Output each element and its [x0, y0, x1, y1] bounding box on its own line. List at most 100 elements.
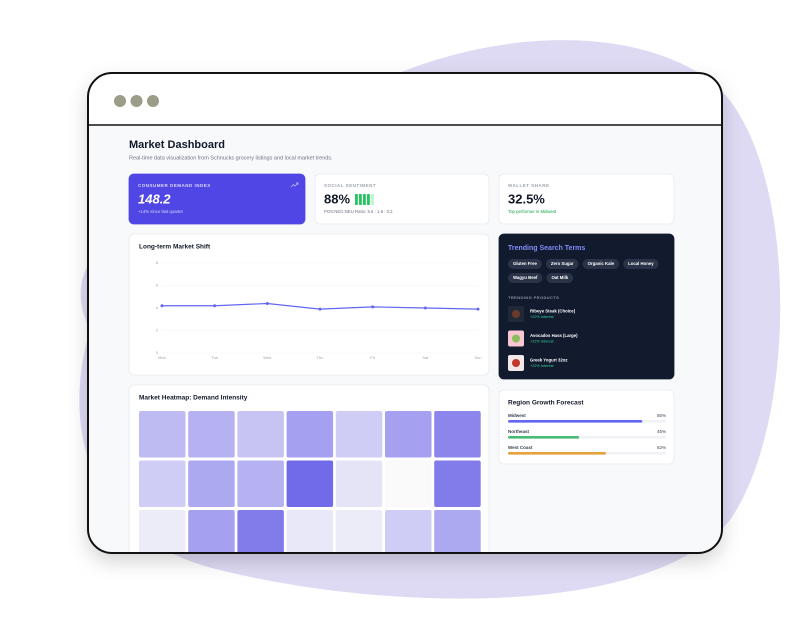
tag[interactable]: Organic Kale — [582, 259, 620, 269]
bar-fill — [508, 420, 643, 423]
region-value: 45% — [657, 429, 666, 434]
kpi-label: SOCIAL SENTIMENT — [324, 183, 376, 188]
forecast-title: Region Growth Forecast — [508, 400, 584, 407]
heatmap-cell — [237, 460, 284, 507]
sentiment-bar — [363, 194, 366, 205]
kpi-value: 88% — [324, 191, 350, 206]
kpi-value: 32.5% — [508, 191, 545, 206]
tag-label: Oat Milk — [551, 275, 568, 280]
tag[interactable]: Gluten Free — [508, 259, 542, 269]
tag-label: Zero Sugar — [551, 261, 574, 266]
card — [314, 173, 490, 225]
heatmap-title: Market Heatmap: Demand Intensity — [139, 395, 248, 402]
tag-pill — [623, 259, 659, 269]
heatmap-cell — [335, 510, 383, 552]
heatmap-cell — [188, 510, 235, 552]
page-title: Market Dashboard — [129, 139, 225, 151]
product-name: Ribeye Steak (Choice) — [530, 309, 576, 314]
card[interactable] — [128, 173, 306, 225]
region-name: West Coast — [508, 445, 533, 450]
tag-pill — [508, 259, 542, 269]
kpi-note: Top performer in Midwest — [508, 209, 557, 214]
heatmap-cell — [434, 460, 481, 507]
tag[interactable]: Local Honey — [623, 259, 659, 269]
product-change: +22% Interest — [530, 364, 554, 368]
heatmap-cell — [335, 460, 383, 507]
region-name: Northeast — [508, 429, 530, 434]
tag-pill — [582, 259, 620, 269]
heatmap-cell — [286, 510, 334, 552]
line-point — [371, 305, 375, 309]
line-point — [318, 307, 322, 311]
product-change: +22% Interest — [530, 340, 554, 344]
heatmap-cell — [385, 411, 432, 458]
y-tick-label: 2 — [156, 328, 159, 333]
product-name: Avocados Hass (Large) — [530, 333, 578, 338]
tag[interactable]: Zero Sugar — [545, 259, 579, 269]
browser-border — [87, 72, 723, 554]
heatmap-cell — [335, 411, 383, 458]
heatmap-cell — [385, 510, 432, 552]
line-point — [423, 306, 427, 310]
tag-label: Organic Kale — [588, 261, 615, 266]
x-tick-label: Tue — [211, 355, 219, 360]
line-point — [476, 307, 480, 311]
product-name: Greek Yogurt 32oz — [530, 358, 568, 363]
viewport: Market Dashboard Real-time data visualiza… — [89, 126, 721, 552]
sentiment-bar — [359, 194, 362, 205]
tag-label: Gluten Free — [513, 261, 537, 266]
tag-pill — [545, 259, 579, 269]
x-tick-label: Fri — [370, 355, 375, 360]
tag-label: Local Honey — [628, 261, 654, 266]
tag-pill — [508, 273, 543, 283]
x-tick-label: Wed — [263, 355, 271, 360]
kpi-note: POS:NEG:NEU Ratio: 5.6 : 1.8 : 0.2 — [324, 209, 393, 214]
sentiment-bar — [371, 194, 374, 205]
sentiment-bar — [367, 194, 370, 205]
window-dot[interactable] — [130, 95, 143, 107]
card — [128, 233, 490, 376]
bar-fill — [508, 452, 606, 455]
tag-pill — [546, 273, 574, 283]
y-tick-label: 8 — [156, 260, 159, 265]
chart-title: Long-term Market Shift — [139, 244, 211, 251]
x-tick-label: Thu — [317, 355, 324, 360]
kpi-note: +14% since last quarter — [138, 209, 184, 214]
trending-title: Trending Search Terms — [508, 245, 585, 252]
heatmap-cell — [237, 510, 284, 552]
window-dot[interactable] — [114, 95, 126, 107]
region-value: 85% — [657, 413, 666, 418]
y-tick-label: 6 — [156, 283, 159, 288]
heatmap-cell — [237, 411, 284, 458]
bar-fill — [508, 436, 580, 439]
x-tick-label: Sun — [474, 355, 481, 360]
region-value: 62% — [657, 445, 666, 450]
y-tick-label: 0 — [156, 350, 159, 355]
product-change: +22% Interest — [530, 315, 554, 319]
window-dot[interactable] — [147, 95, 159, 107]
products-title: TRENDING PRODUCTS — [508, 295, 559, 300]
heatmap-cell — [286, 460, 334, 507]
heatmap-cell — [385, 460, 432, 507]
kpi-value: 148.2 — [138, 191, 171, 206]
tag[interactable]: Oat Milk — [546, 273, 574, 283]
trend-icon — [290, 182, 299, 188]
card — [498, 233, 675, 380]
line-point — [265, 302, 269, 305]
heatmap-cell — [434, 510, 481, 552]
region-name: Midwest — [508, 413, 526, 418]
heatmap-cell — [139, 460, 186, 507]
kpi-label: CONSUMER DEMAND INDEX — [138, 183, 211, 188]
x-tick-label: Mon — [158, 355, 166, 360]
line-point — [160, 304, 164, 308]
product-thumb-detail — [512, 334, 520, 343]
line-point — [213, 304, 217, 308]
sentiment-bar — [355, 194, 358, 205]
product-thumb-detail — [512, 359, 520, 367]
heatmap-cell — [286, 411, 334, 458]
tag[interactable]: Wagyu Beef — [508, 273, 543, 283]
tag-label: Wagyu Beef — [513, 275, 538, 280]
kpi-label: WALLET SHARE — [508, 183, 550, 188]
